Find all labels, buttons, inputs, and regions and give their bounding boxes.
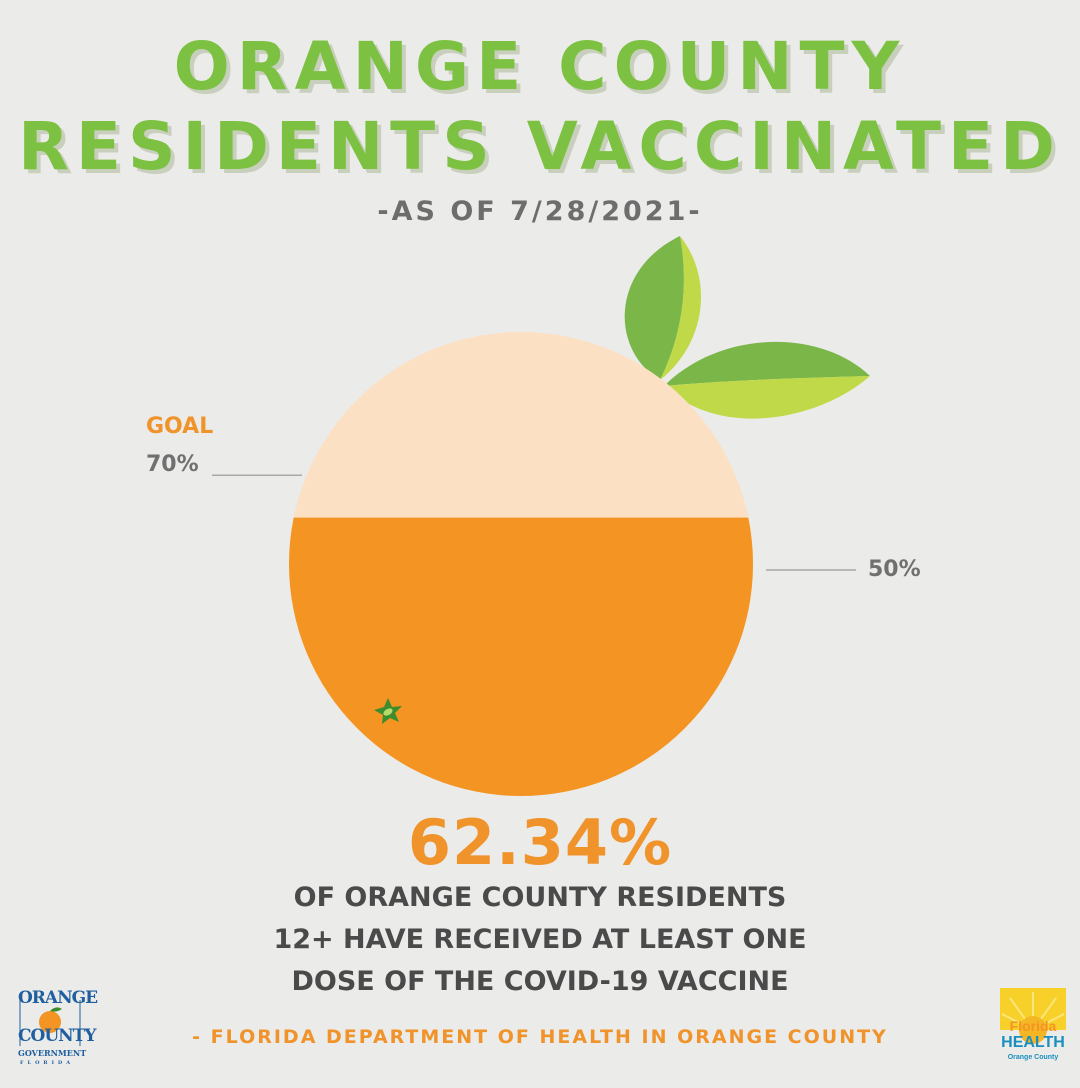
description-line-1: OF ORANGE COUNTY RESIDENTS bbox=[293, 882, 787, 913]
title-line-2: RESIDENTS VACCINATED bbox=[18, 108, 1062, 185]
as-of-date: -AS OF 7/28/2021- bbox=[377, 196, 703, 227]
leaf-right-dark bbox=[664, 341, 870, 386]
vaccinated-percent: 62.34% bbox=[407, 806, 673, 879]
orange-stem-icon bbox=[374, 698, 402, 724]
goal-value: 70% bbox=[146, 452, 199, 477]
leaf-right-light bbox=[664, 376, 870, 419]
orange-filled-area bbox=[289, 517, 753, 796]
leaves-icon bbox=[624, 236, 870, 419]
leaf-upper-dark bbox=[624, 236, 684, 380]
orange-county-government-logo: ORANGE COUNTY GOVERNMENT FLORIDA bbox=[18, 988, 98, 1066]
description-line-3: DOSE OF THE COVID-19 VACCINE bbox=[291, 966, 789, 997]
fifty-percent-value: 50% bbox=[868, 557, 921, 582]
title-line-1: ORANGE COUNTY bbox=[173, 28, 907, 105]
source-credit: - FLORIDA DEPARTMENT OF HEALTH IN ORANGE… bbox=[192, 1026, 888, 1048]
description-line-2: 12+ HAVE RECEIVED AT LEAST ONE bbox=[273, 924, 807, 955]
florida-health-logo: Florida HEALTH Orange County bbox=[1000, 988, 1066, 1070]
goal-label: GOAL bbox=[146, 414, 214, 439]
leaf-upper-light bbox=[660, 236, 702, 380]
